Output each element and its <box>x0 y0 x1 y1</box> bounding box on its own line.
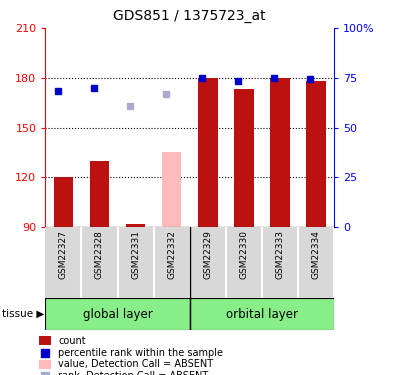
Bar <box>126 224 145 227</box>
Text: GSM22327: GSM22327 <box>59 230 68 279</box>
Bar <box>45 298 190 330</box>
Bar <box>270 78 290 227</box>
Text: rank, Detection Call = ABSENT: rank, Detection Call = ABSENT <box>58 371 209 375</box>
Text: GSM22330: GSM22330 <box>239 230 248 279</box>
Bar <box>90 160 109 227</box>
Bar <box>198 78 218 227</box>
Bar <box>190 298 334 330</box>
Text: GSM22333: GSM22333 <box>275 230 284 279</box>
Bar <box>39 360 51 369</box>
Text: value, Detection Call = ABSENT: value, Detection Call = ABSENT <box>58 359 213 369</box>
Text: GSM22332: GSM22332 <box>167 230 176 279</box>
Bar <box>39 336 51 345</box>
Bar <box>162 152 181 227</box>
Text: GSM22334: GSM22334 <box>311 230 320 279</box>
Text: GSM22328: GSM22328 <box>95 230 104 279</box>
Text: GSM22329: GSM22329 <box>203 230 212 279</box>
Bar <box>234 89 254 227</box>
Text: percentile rank within the sample: percentile rank within the sample <box>58 348 223 357</box>
Bar <box>54 177 73 227</box>
Bar <box>306 81 325 227</box>
Text: GDS851 / 1375723_at: GDS851 / 1375723_at <box>113 9 266 23</box>
Text: count: count <box>58 336 86 346</box>
Text: GSM22331: GSM22331 <box>131 230 140 279</box>
Text: global layer: global layer <box>83 308 152 321</box>
Text: orbital layer: orbital layer <box>226 308 298 321</box>
Text: tissue ▶: tissue ▶ <box>2 309 44 319</box>
